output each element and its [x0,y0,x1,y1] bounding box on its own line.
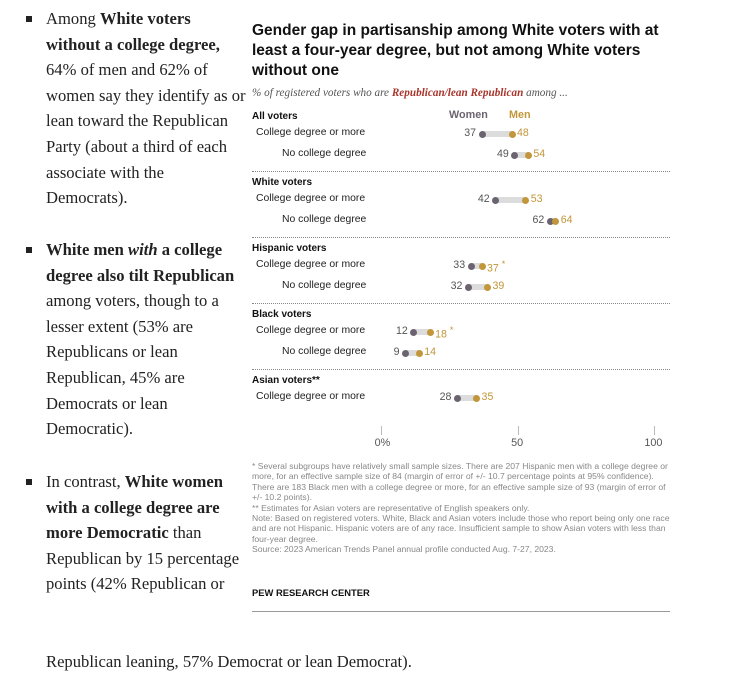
women-value-label: 62 [532,214,545,226]
bullet-text: 64% of men and 62% of women say they ide… [46,60,246,208]
men-point [552,217,560,225]
bullet-marker [26,16,32,22]
row-label: College degree or more [256,193,366,204]
bottom-rule [252,611,670,612]
men-value-label: 39 [492,280,505,292]
men-value-label: 37 * [487,259,506,275]
bullet-bold-italic-text: with [128,240,158,259]
women-point [410,328,418,336]
men-value-label: 14 [424,346,437,358]
chart-notes: * Several subgroups have relatively smal… [252,461,670,555]
chart-title: Gender gap in partisanship among White v… [252,22,659,79]
footnote-marker: * [501,259,506,269]
men-point [522,196,530,204]
men-point [508,130,516,138]
men-point [524,151,532,159]
women-point [453,394,461,402]
row-label: No college degree [282,148,367,159]
group-label: Black voters [252,309,312,320]
women-point [492,196,500,204]
group-label: All voters [252,111,298,122]
men-point [473,394,481,402]
bullet-marker [26,247,32,253]
group-label: Hispanic voters [252,243,327,254]
row-label: No college degree [282,346,367,357]
women-point [478,130,486,138]
chart-subtitle: % of registered voters who are Republica… [252,87,568,99]
footnote: ** Estimates for Asian voters are repres… [252,502,530,513]
bullet-bold-text: White voters without a college degree, [46,9,220,54]
axis-tick [654,426,655,435]
bullet-text: than Republican by 15 percentage points … [46,523,240,594]
source-note: Source: 2023 American Trends Panel annua… [252,544,556,555]
men-point [483,283,491,291]
range-bar [471,263,482,269]
footnote-marker: * [449,325,454,335]
axis-tick [517,426,519,435]
women-value-label: 42 [477,193,490,205]
range-bar [495,197,526,203]
bullet-bold-text: a college degree also tilt Republican [46,240,235,285]
men-value-label: 64 [560,214,573,226]
women-value-label: 37 [464,127,477,139]
women-value-label: 28 [439,391,452,403]
women-value-label: 33 [453,259,466,271]
range-bar [514,152,529,158]
group-label: White voters [252,177,313,188]
bullet-bold-text: White men [46,240,129,259]
legend-men: Men [509,109,531,121]
bullet-text: among voters, though to a lesser extent … [46,291,219,439]
range-bar [468,284,488,290]
women-point [402,349,410,357]
subtitle-text: % of registered voters who are [252,87,392,99]
men-value-label: 18 * [435,325,454,341]
article-continuation: Republican leaning, 57% Democrat or lean… [46,652,412,671]
range-bar [482,131,513,137]
men-point [426,328,434,336]
dot-chart: Gender gap in partisanship among White v… [252,8,670,613]
women-value-label: 9 [393,346,400,358]
women-point [467,262,475,270]
men-value-label: 54 [533,148,546,160]
bullet-marker [26,479,32,485]
group-separator [252,171,670,172]
men-value-label: 53 [530,193,543,205]
note: Note: Based on registered voters. White,… [252,513,670,544]
row-label: College degree or more [256,391,366,402]
row-label: College degree or more [256,127,366,138]
men-point [478,262,486,270]
women-value-label: 32 [450,280,463,292]
row-label: No college degree [282,214,367,225]
axis-tick [381,426,382,435]
range-bar [405,350,420,356]
men-value-label: 48 [517,127,529,139]
women-point [464,283,472,291]
women-value-label: 12 [395,325,408,337]
legend-women: Women [449,109,488,121]
group-label: Asian voters** [252,375,320,386]
bullet-text: In contrast, [46,472,125,491]
row-label: College degree or more [256,259,366,270]
women-point [546,217,554,225]
group-separator [252,369,670,370]
axis-tick-label: 100 [644,437,663,449]
group-separator [252,237,670,238]
women-value-label: 49 [496,148,509,160]
row-label: College degree or more [256,325,366,336]
subtitle-text: among ... [523,87,568,99]
group-separator [252,303,670,304]
subtitle-highlight: Republican/lean Republican [391,87,524,99]
men-point [415,349,423,357]
bullet-bold-text: White women with a college degree are mo… [46,472,223,543]
axis-tick-label: 50 [511,437,524,449]
footnote: * Several subgroups have relatively smal… [252,461,668,503]
axis-tick-label: 0% [374,437,391,449]
source-org: PEW RESEARCH CENTER [252,587,370,598]
range-bar [413,329,431,335]
men-value-label: 35 [481,391,494,403]
range-bar [457,395,477,401]
women-point [511,151,519,159]
bullet-text: Among [46,9,100,28]
row-label: No college degree [282,280,367,291]
